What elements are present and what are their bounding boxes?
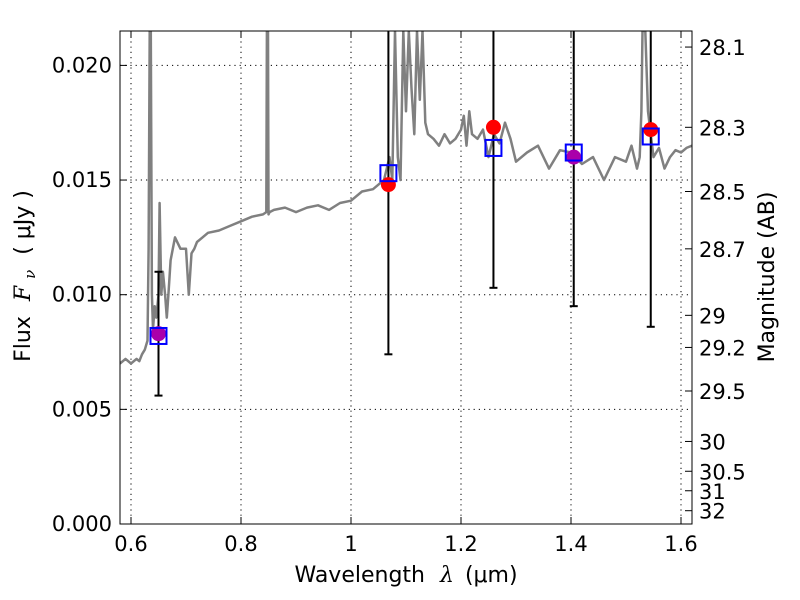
model-point (484, 138, 503, 157)
magnitude-tick-label: 28.3 (699, 116, 746, 140)
x-tick-label: 1.4 (554, 532, 587, 556)
model-point (641, 127, 660, 146)
observed-point (566, 149, 582, 165)
magnitude-tick-label: 28.5 (699, 181, 746, 205)
magnitude-tick-label: 28.1 (699, 36, 746, 60)
magnitude-tick-label: 32 (699, 500, 726, 524)
magnitude-tick-label: 31 (699, 480, 726, 504)
magnitude-tick-label: 29 (699, 304, 726, 328)
model-point (564, 143, 583, 162)
data-points-layer (149, 119, 660, 345)
error-bars-layer (154, 31, 655, 397)
tick-labels: 0.6 0.8 1 1.2 1.4 1.6 0.000 0.005 0.010 0.015 0.02… (52, 36, 746, 556)
grid-lines (120, 31, 692, 524)
y-tick-label: 0.005 (52, 397, 112, 421)
plot-frame (119, 30, 693, 525)
x-axis-label: Wavelength λ (μm) (294, 563, 517, 588)
x-tick-label: 1.6 (664, 532, 697, 556)
x-tick-label: 1.2 (444, 532, 477, 556)
observed-point (151, 326, 166, 342)
magnitude-tick-label: 28.7 (699, 238, 746, 262)
x-axis-label-prefix: Wavelength (294, 563, 425, 588)
y-tick-label: 0.010 (52, 283, 112, 307)
magnitude-tick-label: 29.5 (699, 380, 746, 404)
observed-point (380, 177, 396, 193)
magnitude-tick-label: 30 (699, 430, 726, 454)
magnitude-tick-label: 30.5 (699, 460, 746, 484)
x-axis-label-symbol: λ (439, 563, 454, 588)
model-point (379, 164, 398, 183)
x-tick-label: 0.6 (114, 532, 147, 556)
observed-point (485, 119, 501, 135)
y-tick-label: 0.015 (52, 168, 112, 192)
y-axis-label-unit: ( μJy ) (11, 190, 36, 255)
x-tick-label: 1 (344, 532, 357, 556)
model-spectrum-line (120, 31, 692, 365)
model-point (149, 326, 168, 345)
y2-axis-label: Magnitude (AB) (755, 192, 780, 363)
observed-point (643, 122, 659, 138)
y-axis-label-symbol: F (11, 285, 36, 302)
x-axis-label-unit: (μm) (465, 563, 518, 588)
model-spectrum-layer (120, 31, 692, 365)
tick-marks (120, 31, 692, 525)
x-tick-label: 0.8 (224, 532, 257, 556)
y-axis-label: Flux F ν ( μJy ) (11, 190, 41, 362)
magnitude-tick-label: 29.2 (699, 336, 746, 360)
y-tick-label: 0.020 (52, 53, 112, 77)
y-axis-label-subscript: ν (21, 270, 39, 279)
y-axis-label-prefix: Flux (11, 316, 36, 362)
y-tick-label: 0.000 (52, 512, 112, 536)
